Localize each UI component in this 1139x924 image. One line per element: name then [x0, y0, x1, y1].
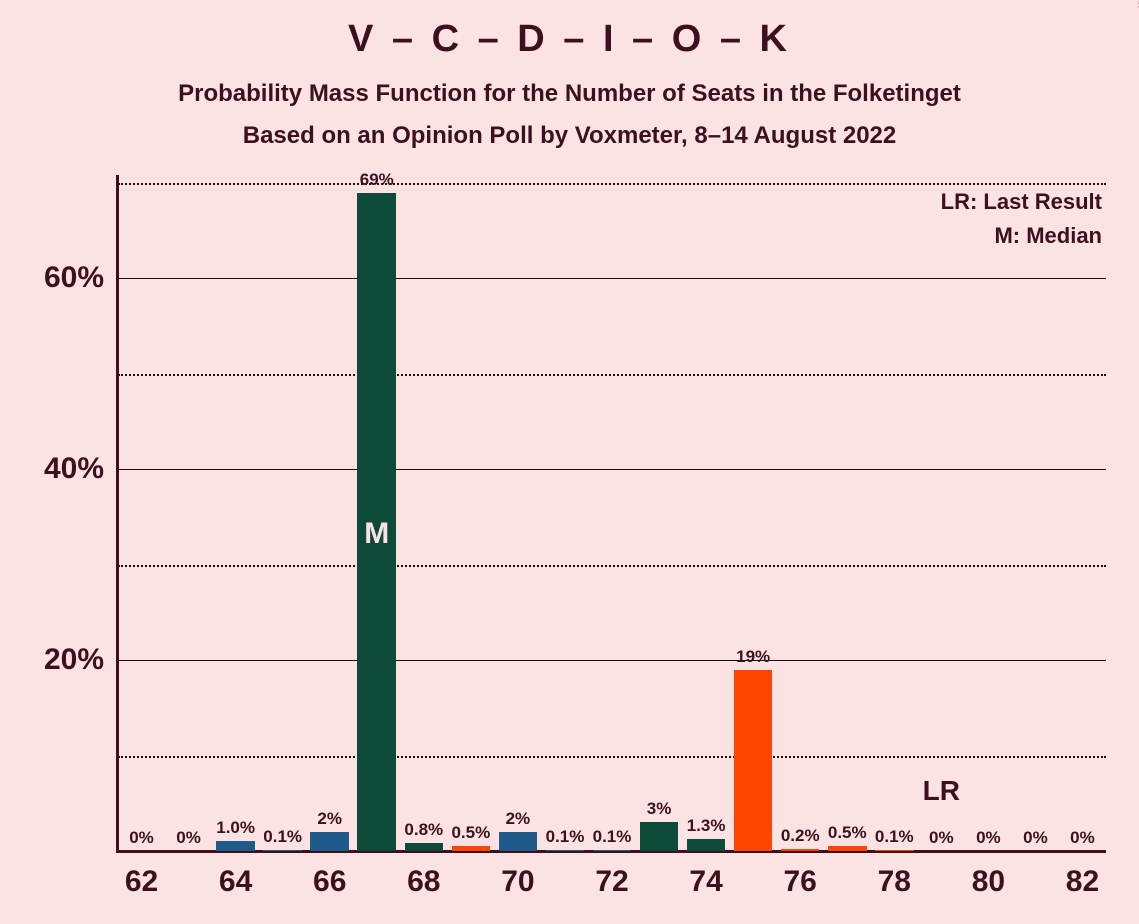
bar [452, 846, 491, 851]
grid-major [118, 469, 1106, 470]
y-tick-label: 60% [44, 261, 118, 295]
bar [687, 839, 726, 851]
plot-area: LR: Last Result M: Median 20%40%60%0%0%1… [118, 183, 1106, 851]
grid-major [118, 278, 1106, 279]
bar [216, 841, 255, 851]
bar-value-label: 0% [129, 828, 154, 848]
bar [734, 670, 773, 851]
grid-minor [118, 374, 1106, 376]
x-tick-label: 80 [972, 851, 1005, 899]
bar-value-label: 2% [317, 809, 342, 829]
x-tick-label: 70 [501, 851, 534, 899]
bar-value-label: 19% [736, 647, 770, 667]
x-tick-label: 62 [125, 851, 158, 899]
grid-minor [118, 756, 1106, 758]
x-tick-label: 74 [689, 851, 722, 899]
bar-value-label: 0% [976, 828, 1001, 848]
bar-value-label: 1.3% [687, 816, 726, 836]
pmf-chart: © 2022 Filip van Laenen V – C – D – I – … [0, 0, 1139, 924]
bar-value-label: 0.8% [404, 820, 443, 840]
chart-title: V – C – D – I – O – K [0, 18, 1139, 61]
copyright-text: © 2022 Filip van Laenen [1135, 0, 1139, 8]
bar-value-label: 0% [1070, 828, 1095, 848]
bar [828, 846, 867, 851]
bar [405, 843, 444, 851]
bar [499, 832, 538, 851]
bar-value-label: 0% [1023, 828, 1048, 848]
legend-last-result: LR: Last Result [941, 189, 1102, 215]
bar [546, 850, 585, 851]
bar-value-label: 3% [647, 799, 672, 819]
bar-value-label: 0.5% [828, 823, 867, 843]
bar [263, 850, 302, 851]
bar-value-label: 0.5% [451, 823, 490, 843]
x-tick-label: 66 [313, 851, 346, 899]
bar-value-label: 0% [929, 828, 954, 848]
bar-value-label: 2% [506, 809, 531, 829]
bar-value-label: 0.1% [546, 827, 585, 847]
bar-value-label: 69% [360, 170, 394, 190]
grid-minor [118, 183, 1106, 185]
bar-value-label: 0.1% [263, 827, 302, 847]
median-marker: M [364, 517, 389, 551]
x-tick-label: 76 [784, 851, 817, 899]
bar-value-label: 1.0% [216, 818, 255, 838]
bar-value-label: 0% [176, 828, 201, 848]
bar [310, 832, 349, 851]
chart-subtitle-1: Probability Mass Function for the Number… [0, 80, 1139, 108]
legend-median: M: Median [994, 223, 1102, 249]
bar [640, 822, 679, 851]
x-tick-label: 64 [219, 851, 252, 899]
bar-value-label: 0.1% [875, 827, 914, 847]
y-tick-label: 20% [44, 643, 118, 677]
last-result-marker: LR [923, 775, 960, 807]
chart-subtitle-2: Based on an Opinion Poll by Voxmeter, 8–… [0, 122, 1139, 150]
x-tick-label: 68 [407, 851, 440, 899]
y-axis [116, 175, 119, 851]
x-tick-label: 82 [1066, 851, 1099, 899]
y-tick-label: 40% [44, 452, 118, 486]
x-tick-label: 72 [595, 851, 628, 899]
bar-value-label: 0.1% [593, 827, 632, 847]
grid-major [118, 660, 1106, 661]
x-tick-label: 78 [878, 851, 911, 899]
grid-minor [118, 565, 1106, 567]
bar-value-label: 0.2% [781, 826, 820, 846]
